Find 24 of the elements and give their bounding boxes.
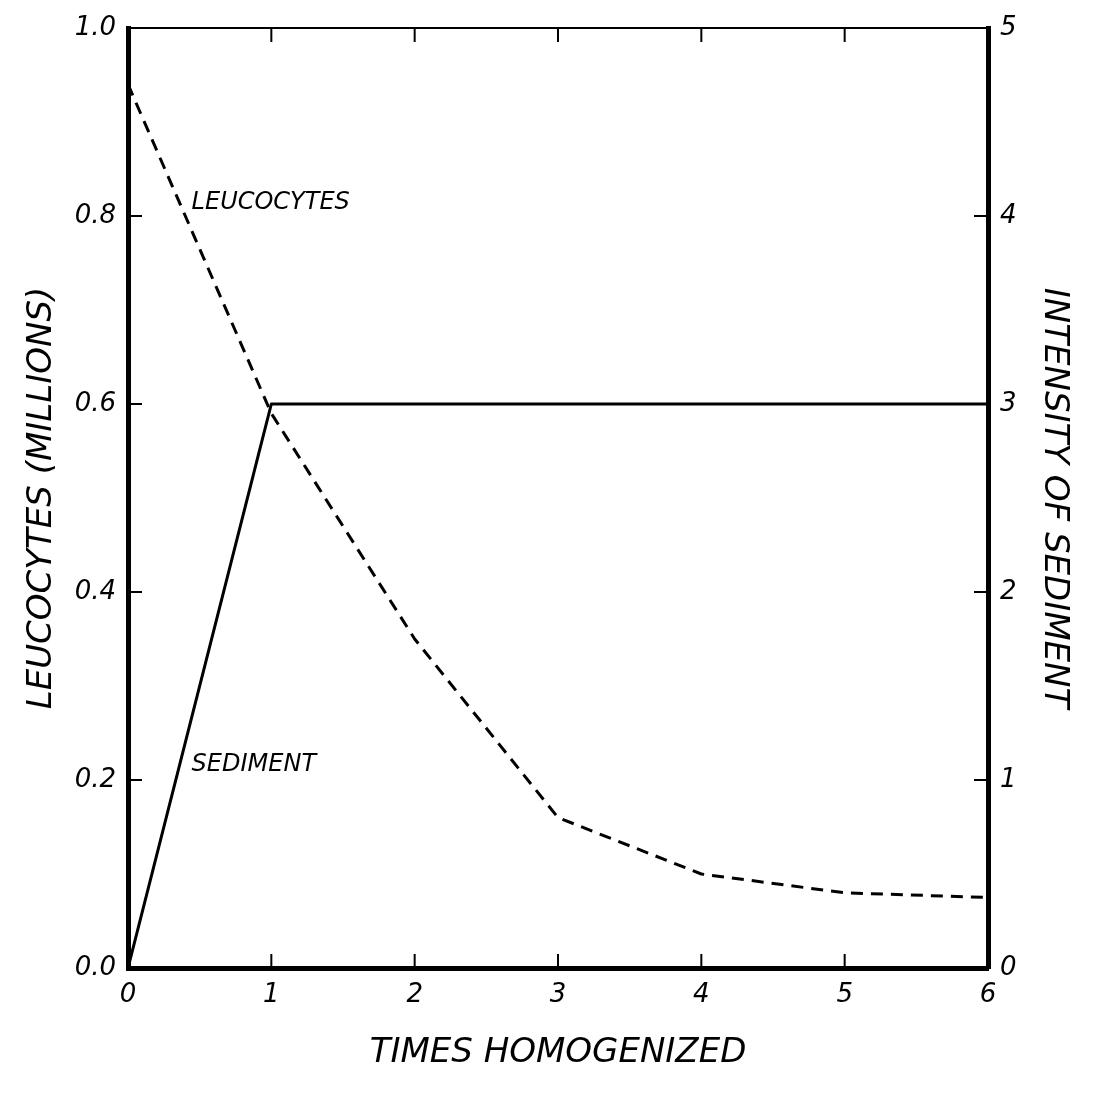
y-tick-label: 0.6 bbox=[74, 386, 116, 417]
x-tick-label: 4 bbox=[693, 977, 710, 1008]
x-tick-label: 6 bbox=[979, 977, 997, 1008]
y-tick-label: 0.0 bbox=[74, 950, 116, 981]
y2-tick-label: 0 bbox=[1000, 950, 1017, 981]
y2-tick-label: 5 bbox=[1000, 10, 1017, 41]
series-label: SEDIMENT bbox=[191, 749, 319, 778]
y-tick-label: 0.8 bbox=[74, 198, 116, 229]
y-tick-label: 1.0 bbox=[74, 10, 116, 41]
y2-tick-label: 1 bbox=[1000, 762, 1017, 793]
x-axis-title: TIMES HOMOGENIZED bbox=[369, 1030, 747, 1071]
y2-axis-title: INTENSITY OF SEDIMENT bbox=[1036, 287, 1077, 711]
y2-tick-label: 4 bbox=[1000, 198, 1017, 229]
x-tick-label: 1 bbox=[263, 977, 280, 1008]
y2-tick-label: 2 bbox=[1000, 574, 1017, 605]
x-tick-label: 2 bbox=[406, 977, 423, 1008]
x-tick-label: 3 bbox=[549, 977, 567, 1008]
y-tick-label: 0.4 bbox=[74, 574, 116, 605]
y2-tick-label: 3 bbox=[1000, 386, 1017, 417]
x-tick-label: 5 bbox=[836, 977, 853, 1008]
y-tick-label: 0.2 bbox=[74, 762, 116, 793]
x-tick-label: 0 bbox=[119, 977, 137, 1008]
y-axis-title: LEUCOCYTES (MILLIONS) bbox=[19, 286, 60, 710]
series-label: LEUCOCYTES bbox=[191, 187, 350, 216]
